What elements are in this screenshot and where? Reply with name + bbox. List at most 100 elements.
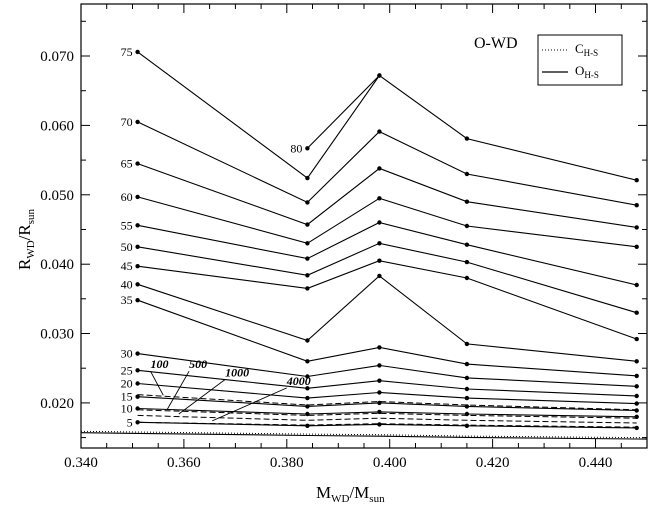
- x-axis-title-sub-b: sun: [369, 493, 385, 505]
- data-point-50-3: [464, 259, 470, 265]
- data-point-75-1: [305, 175, 310, 181]
- data-point-50-2: [377, 241, 382, 246]
- data-point-50-1: [305, 273, 310, 278]
- data-point-60-1: [305, 241, 310, 246]
- curve-label-75: 75: [121, 45, 133, 59]
- data-point-15-0: [135, 394, 140, 399]
- data-point-20-2: [377, 390, 382, 395]
- data-point-75-0: [135, 49, 140, 55]
- data-point-10-2: [377, 409, 382, 415]
- y-axis-title-mid: /R: [15, 224, 34, 241]
- curve-label-80: 80: [290, 141, 302, 155]
- isochrone-arrow-4000: [212, 387, 287, 422]
- data-point-30-1: [305, 374, 310, 379]
- isochrone-500: [137, 409, 637, 419]
- data-point-60-2: [377, 196, 382, 201]
- curve-label-40: 40: [121, 277, 133, 291]
- data-point-55-3: [464, 242, 470, 247]
- y-tick-label: 0.050: [40, 188, 74, 204]
- data-point-40-4: [634, 359, 639, 364]
- data-point-65-1: [305, 222, 310, 227]
- data-point-50-0: [135, 244, 140, 249]
- series-line-80: [307, 75, 380, 149]
- data-point-70-2: [377, 129, 382, 134]
- isochrone-arrow-100: [150, 370, 164, 396]
- isochrone-100: [137, 394, 637, 411]
- data-point-65-4: [634, 225, 639, 230]
- y-axis-title-sub-a: WD: [25, 240, 37, 258]
- legend-label-o: OH-S: [575, 63, 599, 80]
- series-lines: [137, 51, 637, 429]
- series-line-35: [137, 299, 637, 377]
- data-point-30-3: [464, 375, 470, 381]
- data-point-10-3: [464, 411, 470, 417]
- isochrone-label-100: 100: [151, 357, 169, 371]
- data-point-5-3: [464, 423, 470, 428]
- isochrone-labels: 100 500 1000 4000: [150, 357, 311, 422]
- y-axis-title: RWD/Rsun: [15, 208, 37, 270]
- isochrone-1000: [137, 414, 637, 424]
- data-point-15-4: [634, 408, 639, 413]
- data-point-35-1: [305, 359, 310, 364]
- data-point-25-2: [377, 378, 382, 383]
- y-tick-label: 0.060: [40, 118, 74, 134]
- isochrone-arrow-500: [167, 370, 190, 410]
- data-point-80-0: [305, 146, 310, 151]
- isochrone-label-4000: 4000: [286, 374, 311, 388]
- data-point-40-3: [464, 341, 470, 347]
- data-point-15-1: [305, 404, 310, 409]
- curve-label-5: 5: [127, 415, 133, 429]
- data-point-20-0: [135, 381, 140, 386]
- series-line-70: [137, 121, 637, 206]
- data-point-20-1: [305, 395, 310, 401]
- curve-label-60: 60: [121, 190, 133, 204]
- isochrone-label-1000: 1000: [225, 366, 249, 380]
- isochrone-arrow-1000: [178, 379, 226, 415]
- y-tick-label: 0.040: [40, 257, 74, 273]
- data-point-50-4: [634, 310, 639, 315]
- data-point-5-1: [305, 423, 310, 428]
- curve-label-55: 55: [121, 218, 133, 232]
- x-axis-title-sub-a: WD: [331, 493, 349, 505]
- legend-label-o-sub: H-S: [584, 70, 599, 80]
- data-point-75-3: [464, 136, 470, 141]
- legend-label-c-main: C: [575, 41, 584, 56]
- x-axis-title: MWD/Msun: [316, 483, 385, 505]
- legend-box: [537, 34, 623, 86]
- data-point-30-0: [135, 351, 140, 356]
- data-point-5-2: [377, 422, 382, 427]
- data-point-35-0: [135, 298, 140, 303]
- data-point-25-3: [464, 386, 470, 392]
- data-points: [135, 49, 639, 431]
- series-line-25: [137, 369, 637, 397]
- data-point-5-0: [135, 420, 140, 425]
- x-tick-label: 0.360: [167, 455, 201, 471]
- data-point-45-0: [135, 264, 140, 269]
- data-point-35-3: [464, 361, 470, 367]
- curve-label-50: 50: [121, 240, 133, 254]
- data-point-80-1: [377, 73, 382, 78]
- data-point-5-4: [634, 425, 639, 431]
- data-point-45-4: [634, 336, 639, 342]
- data-point-55-4: [634, 282, 639, 288]
- baseline-dotted: [80, 430, 648, 439]
- data-point-40-2: [377, 273, 382, 279]
- isochrone-lines: [137, 394, 637, 428]
- x-tick-label: 0.440: [579, 455, 613, 471]
- data-point-40-0: [135, 282, 140, 287]
- chart-title: O-WD: [474, 35, 518, 52]
- curve-label-35: 35: [121, 293, 133, 307]
- data-point-70-1: [305, 200, 310, 205]
- curve-label-20: 20: [121, 377, 133, 391]
- data-point-70-4: [634, 203, 639, 208]
- x-tick-label: 0.420: [476, 455, 510, 471]
- y-tick-label: 0.020: [40, 396, 74, 412]
- data-point-35-4: [634, 373, 639, 379]
- baseline-solid: [80, 432, 648, 440]
- series-line-60: [137, 196, 637, 248]
- curve-label-10: 10: [121, 402, 133, 416]
- tick-labels: 0.340 0.360 0.380 0.400 0.420 0.440 0.020 0.030…: [40, 49, 612, 471]
- curve-label-65: 65: [121, 157, 133, 171]
- data-point-10-1: [305, 411, 310, 417]
